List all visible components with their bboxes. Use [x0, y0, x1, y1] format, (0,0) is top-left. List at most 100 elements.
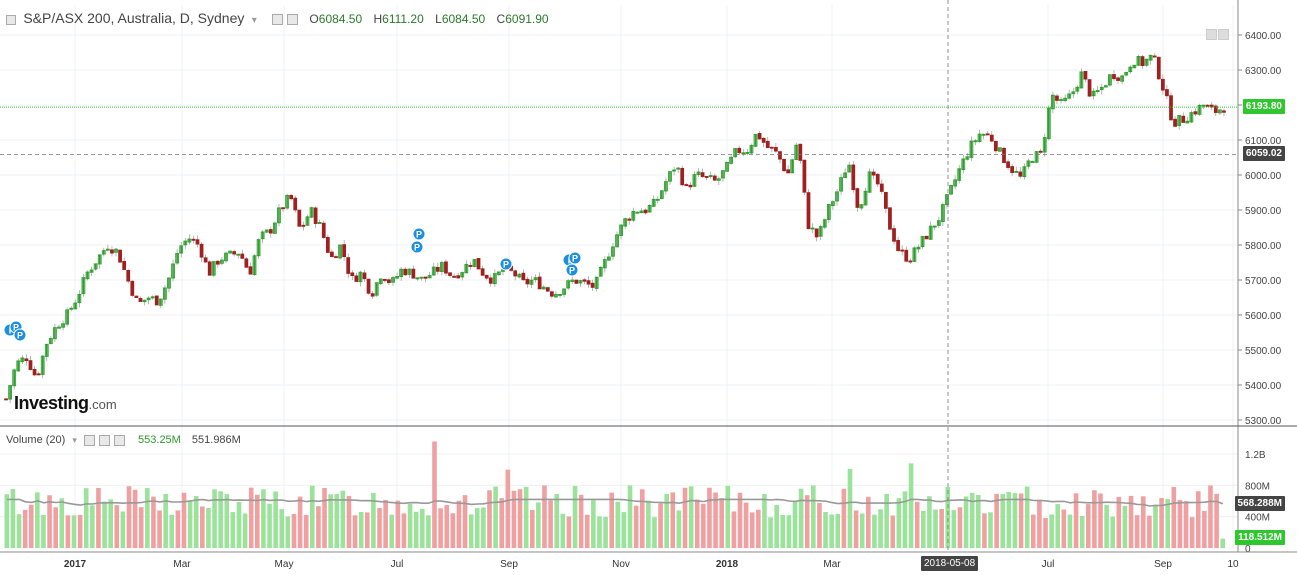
volume-bar[interactable] [1061, 509, 1067, 548]
volume-bar[interactable] [957, 507, 963, 548]
event-marker-icon[interactable] [565, 263, 579, 277]
volume-bar[interactable] [389, 514, 395, 548]
volume-bar[interactable] [902, 491, 908, 548]
volume-bar[interactable] [499, 498, 505, 548]
volume-bar[interactable] [529, 510, 535, 548]
volume-bar[interactable] [1085, 504, 1091, 548]
volume-bar[interactable] [652, 517, 657, 548]
volume-bar[interactable] [4, 494, 10, 548]
volume-bar[interactable] [175, 510, 181, 548]
volume-bar[interactable] [890, 515, 896, 548]
volume-bar[interactable] [468, 514, 474, 548]
volume-bar[interactable] [566, 516, 572, 548]
volume-bar[interactable] [1110, 516, 1116, 548]
volume-bar[interactable] [591, 500, 596, 548]
volume-bar[interactable] [1043, 517, 1048, 548]
dropdown-chevron-icon[interactable]: ▾ [251, 15, 257, 26]
volume-bar[interactable] [664, 494, 669, 548]
volume-bar[interactable] [921, 510, 926, 548]
volume-bar[interactable] [200, 506, 205, 548]
volume-bar[interactable] [1220, 538, 1225, 548]
volume-bar[interactable] [542, 485, 547, 548]
volume-bar[interactable] [927, 496, 932, 548]
volume-bar[interactable] [627, 485, 633, 548]
volume-bar[interactable] [1006, 492, 1012, 548]
volume-bar[interactable] [847, 468, 853, 548]
volume-bar[interactable] [395, 500, 401, 548]
volume-bar[interactable] [713, 492, 718, 548]
volume-bar[interactable] [218, 491, 223, 548]
volume-bar[interactable] [1098, 493, 1103, 548]
volume-bar[interactable] [1189, 517, 1195, 548]
volume-bar[interactable] [597, 516, 602, 548]
volume-bar[interactable] [248, 487, 254, 548]
volume-bar[interactable] [762, 493, 767, 548]
volume-bar[interactable] [10, 488, 16, 548]
volume-bar[interactable] [1116, 496, 1122, 548]
volume-bar[interactable] [914, 501, 920, 548]
volume-bar[interactable] [603, 516, 608, 548]
volume-bar[interactable] [994, 493, 999, 548]
volume-bar[interactable] [187, 500, 193, 548]
volume-bar[interactable] [963, 496, 969, 548]
volume-bar[interactable] [444, 505, 450, 548]
volume-bar[interactable] [505, 469, 511, 548]
volume-bar[interactable] [212, 489, 217, 548]
volume-bar[interactable] [419, 508, 425, 548]
volume-bar[interactable] [682, 487, 688, 548]
volume-bar[interactable] [1104, 504, 1109, 548]
volume-bar[interactable] [255, 494, 260, 548]
event-marker-icon[interactable] [568, 251, 582, 265]
volume-bar[interactable] [1012, 493, 1018, 548]
volume-bar[interactable] [615, 501, 621, 548]
volume-bar[interactable] [859, 513, 865, 548]
volume-bar[interactable] [35, 492, 40, 548]
volume-bar[interactable] [798, 488, 804, 548]
volume-bar[interactable] [841, 488, 847, 548]
event-marker-icon[interactable] [410, 240, 424, 254]
volume-bar[interactable] [584, 514, 590, 548]
volume-bar[interactable] [138, 507, 144, 548]
volume-bar[interactable] [474, 508, 480, 548]
volume-bar[interactable] [22, 509, 28, 548]
volume-bar[interactable] [896, 498, 902, 548]
volume-bar[interactable] [120, 511, 126, 548]
volume-bar[interactable] [1067, 514, 1073, 548]
volume-bar[interactable] [1092, 490, 1097, 548]
volume-bar[interactable] [1122, 505, 1128, 548]
volume-bar[interactable] [1049, 514, 1054, 548]
volume-bar[interactable] [688, 486, 694, 548]
volume-bar[interactable] [939, 509, 944, 548]
volume-bar[interactable] [872, 514, 877, 548]
volume-bar[interactable] [517, 489, 523, 548]
volume-bar[interactable] [548, 500, 553, 548]
volume-bar[interactable] [804, 495, 810, 548]
volume-bar[interactable] [554, 494, 560, 548]
volume-bar[interactable] [481, 507, 486, 548]
volume-bar[interactable] [1165, 499, 1171, 548]
volume-bar[interactable] [352, 515, 358, 548]
volume-bar[interactable] [523, 486, 529, 548]
volume-bar[interactable] [96, 487, 101, 548]
volume-bar[interactable] [47, 495, 52, 548]
volume-bar[interactable] [578, 494, 584, 548]
volume-bar[interactable] [426, 515, 431, 548]
volume-bar[interactable] [59, 498, 65, 548]
volume-bar[interactable] [273, 491, 278, 548]
volume-bar[interactable] [884, 493, 889, 548]
volume-bar[interactable] [1128, 495, 1134, 548]
volume-bar[interactable] [377, 507, 382, 548]
volume-bar[interactable] [975, 494, 981, 548]
volume-bar[interactable] [1202, 510, 1207, 548]
volume-bar[interactable] [969, 492, 975, 548]
volume-bar[interactable] [413, 511, 419, 548]
volume-bar[interactable] [108, 499, 113, 548]
collapse-icon[interactable] [6, 14, 16, 25]
volume-bar[interactable] [83, 488, 89, 548]
volume-bar[interactable] [1079, 515, 1085, 548]
volume-bar[interactable] [1024, 486, 1030, 548]
volume-bar[interactable] [786, 515, 792, 548]
volume-bar[interactable] [1018, 493, 1024, 548]
volume-bar[interactable] [53, 507, 58, 548]
volume-bar[interactable] [1147, 515, 1152, 548]
